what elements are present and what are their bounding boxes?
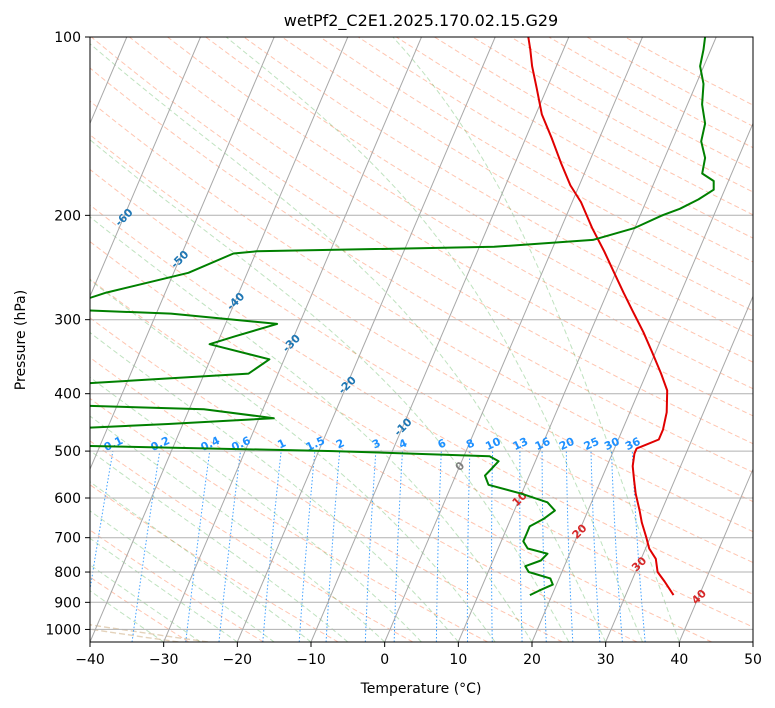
isotherm-grid-line [457, 37, 717, 642]
x-tick-label: 30 [597, 652, 615, 668]
isotherm-grid-line [678, 467, 753, 642]
mixing-ratio-line [519, 451, 523, 642]
isotherm-grid-line [310, 37, 570, 642]
dry-adiabat [205, 37, 753, 363]
moist-adiabat [392, 37, 680, 642]
dry-adiabat [90, 529, 264, 642]
dry-adiabat [90, 241, 753, 628]
mixing-ratio-line [565, 451, 574, 642]
moist-adiabat [90, 376, 422, 642]
y-axis-label: Pressure (hPa) [13, 290, 29, 390]
dry-adiabat [90, 67, 753, 473]
dewpoint-profile-line [90, 37, 715, 597]
x-tick-label: 10 [449, 652, 467, 668]
isotherm-grid-line [236, 37, 496, 642]
isotherm-grid-line [163, 37, 422, 642]
dry-adiabat [90, 317, 638, 642]
temperature-profile-line [527, 37, 675, 596]
x-tick-label: 0 [380, 652, 389, 668]
isotherm-grid-line [531, 122, 753, 642]
mixing-ratio-label: 20 [557, 435, 577, 453]
mixing-ratio-label: 30 [602, 435, 622, 453]
dry-adiabat [281, 37, 753, 312]
y-tick-label: 500 [54, 444, 81, 460]
y-tick-label: 100 [54, 30, 81, 46]
isotherm-grid-line [90, 37, 201, 298]
mixing-ratio-line [218, 451, 241, 642]
y-tick-label: 700 [54, 531, 81, 547]
isotherm-grid-line [90, 37, 349, 642]
mixing-ratio-line [590, 451, 601, 642]
y-tick-label: 300 [54, 313, 81, 329]
mixing-ratio-line [611, 451, 623, 642]
moist-adiabat [90, 481, 312, 642]
plot-area [90, 37, 753, 642]
dry-adiabat [90, 356, 563, 642]
x-tick-label: −10 [296, 652, 326, 668]
y-tick-label: 600 [54, 491, 81, 507]
y-tick-label: 800 [54, 565, 81, 581]
moist-adiabat [90, 537, 238, 642]
mixing-ratio-line [435, 451, 442, 642]
mixing-ratio-label: 25 [582, 435, 601, 453]
dry-adiabat [90, 134, 753, 533]
x-tick-label: 20 [523, 652, 541, 668]
moist-adiabat [90, 331, 459, 642]
mixing-ratio-label: 10 [483, 435, 503, 453]
x-tick-label: −40 [75, 652, 105, 668]
dry-adiabat [243, 37, 753, 337]
y-tick-label: 1000 [45, 622, 81, 638]
chart-title: wetPf2_C2E1.2025.170.02.15.G29 [284, 11, 558, 31]
isotherm-label: -80 [1, 122, 24, 145]
x-tick-label: 40 [670, 652, 688, 668]
moist-adiabat [225, 37, 643, 642]
y-tick-label: 200 [54, 208, 81, 224]
mixing-ratio-line [466, 451, 471, 642]
dry-adiabat [167, 37, 753, 390]
x-axis-label: Temperature (°C) [360, 681, 482, 697]
plot-frame [89, 36, 754, 643]
moist-adiabat [90, 279, 496, 642]
mixing-ratio-line [298, 451, 316, 642]
isotherm-label: -70 [57, 164, 80, 187]
y-tick-label: 400 [54, 387, 81, 403]
moist-adiabat [90, 216, 533, 642]
moist-adiabat [90, 415, 386, 642]
mixing-ratio-label: 16 [533, 435, 553, 453]
mixing-ratio-line [541, 451, 547, 642]
moist-adiabat [90, 590, 164, 642]
x-tick-label: −30 [149, 652, 179, 668]
mixing-ratio-line [325, 451, 341, 642]
dry-adiabat [90, 100, 753, 503]
isotherm-grid-line [384, 37, 643, 642]
moist-adiabat [90, 449, 349, 642]
y-tick-label: 900 [54, 595, 81, 611]
mixing-ratio-line [262, 451, 282, 642]
dry-adiabat [90, 397, 488, 642]
mixing-ratio-line [364, 451, 377, 642]
mixing-ratio-line [393, 451, 403, 642]
isotherm-grid-line [752, 640, 753, 642]
x-tick-label: 50 [744, 652, 762, 668]
moist-adiabat [90, 564, 201, 642]
dry-adiabat [90, 204, 753, 595]
dry-adiabat [90, 278, 712, 642]
isotherm-grid-line [90, 37, 275, 471]
mixing-ratio-label: 13 [511, 435, 530, 453]
moist-adiabat [90, 139, 570, 642]
isotherm-grid-line [605, 295, 753, 642]
x-tick-label: −20 [223, 652, 253, 668]
